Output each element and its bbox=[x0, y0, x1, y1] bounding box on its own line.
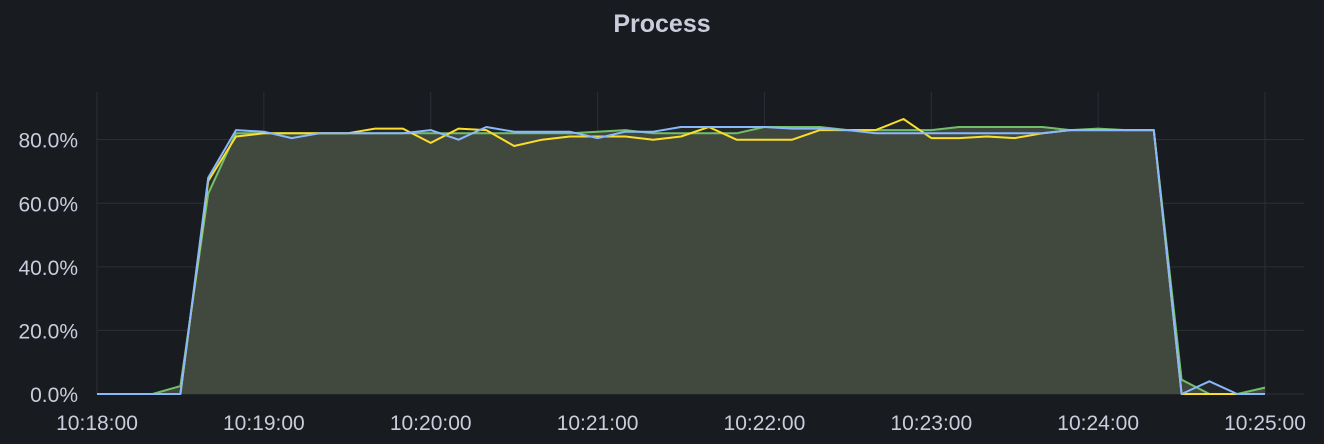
x-tick-label: 10:20:00 bbox=[390, 412, 472, 435]
x-tick-label: 10:24:00 bbox=[1057, 412, 1139, 435]
series-area-fill bbox=[97, 127, 1265, 394]
x-tick-label: 10:21:00 bbox=[557, 412, 639, 435]
x-tick-label: 10:18:00 bbox=[56, 412, 138, 435]
x-tick-label: 10:22:00 bbox=[724, 412, 806, 435]
y-tick-label: 80.0% bbox=[18, 130, 78, 153]
y-axis: 0.0% 20.0% 40.0% 60.0% 80.0% bbox=[18, 130, 78, 407]
y-tick-label: 60.0% bbox=[18, 193, 78, 216]
x-tick-label: 10:25:00 bbox=[1224, 412, 1306, 435]
x-tick-label: 10:23:00 bbox=[890, 412, 972, 435]
series-area-fill bbox=[97, 127, 1265, 394]
chart-area-fill bbox=[97, 119, 1265, 394]
chart-series-lines bbox=[97, 118, 1266, 395]
x-axis: 10:18:00 10:19:00 10:20:00 10:21:00 10:22:00… bbox=[56, 412, 1306, 435]
y-tick-label: 40.0% bbox=[18, 257, 78, 280]
series-area-fill bbox=[97, 119, 1265, 394]
panel-title: Process bbox=[613, 10, 711, 38]
x-tick-label: 10:19:00 bbox=[223, 412, 305, 435]
y-tick-label: 20.0% bbox=[18, 320, 78, 343]
series-line[interactable] bbox=[97, 126, 1265, 395]
y-tick-label: 0.0% bbox=[30, 384, 78, 407]
